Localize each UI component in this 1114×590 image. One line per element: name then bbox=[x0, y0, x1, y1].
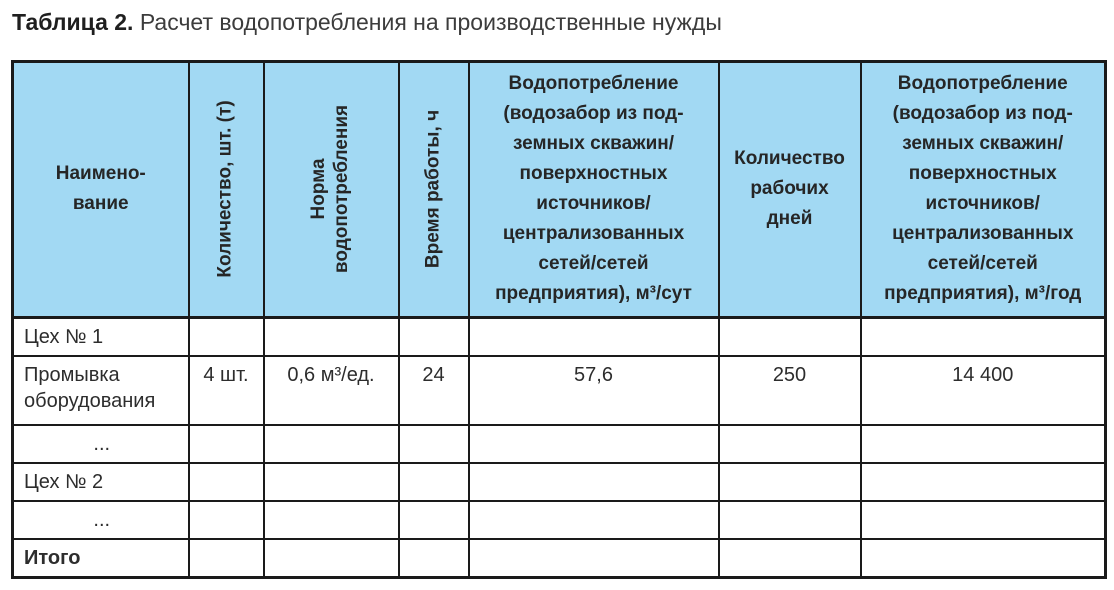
cell-shop2-name: Цех № 2 bbox=[11, 462, 190, 503]
water-consumption-table: Наимено- вание Количество, шт. (т) Норма… bbox=[11, 59, 1107, 579]
cell-dots2-days bbox=[717, 500, 862, 541]
table-caption-text: Расчет водопотребления на производственн… bbox=[139, 9, 722, 35]
cell-dots2-quantity bbox=[187, 500, 265, 541]
header-consumption-daily-label: Водопотребление (водозабор из под- земны… bbox=[495, 73, 692, 305]
header-consumption-norm-label: Норма водопотребления bbox=[308, 105, 352, 274]
header-cell-working-time: Время работы, ч bbox=[397, 60, 470, 319]
cell-wash-yearly: 14 400 bbox=[859, 355, 1107, 427]
cell-wash-norm: 0,6 м³/ед. bbox=[262, 355, 400, 427]
cell-dots2-norm bbox=[262, 500, 400, 541]
cell-total-daily bbox=[467, 538, 720, 579]
cell-dots2-yearly bbox=[859, 500, 1107, 541]
cell-dots2-name: ... bbox=[11, 500, 190, 541]
cell-total-time bbox=[397, 538, 470, 579]
cell-shop1-norm bbox=[262, 316, 400, 358]
cell-wash-name: Промывка оборудования bbox=[11, 355, 190, 427]
cell-dots1-time bbox=[397, 424, 470, 465]
header-consumption-yearly-label: Водопотребление (водозабор из под- земны… bbox=[884, 73, 1082, 305]
cell-shop1-days bbox=[717, 316, 862, 358]
cell-wash-days: 250 bbox=[717, 355, 862, 427]
header-cell-quantity: Количество, шт. (т) bbox=[187, 60, 265, 319]
cell-dots1-norm bbox=[262, 424, 400, 465]
cell-dots1-daily bbox=[467, 424, 720, 465]
cell-dots1-days bbox=[717, 424, 862, 465]
cell-shop2-days bbox=[717, 462, 862, 503]
table-row-equipment-washing: Промывка оборудования 4 шт. 0,6 м³/ед. 2… bbox=[11, 355, 1107, 427]
cell-wash-daily: 57,6 bbox=[467, 355, 720, 427]
cell-shop2-quantity bbox=[187, 462, 265, 503]
table-caption-label: Таблица 2. bbox=[12, 9, 134, 35]
table-row-ellipsis-1: ... bbox=[11, 424, 1107, 465]
table-row-shop1: Цех № 1 bbox=[11, 316, 1107, 358]
cell-shop2-norm bbox=[262, 462, 400, 503]
cell-wash-quantity: 4 шт. bbox=[187, 355, 265, 427]
header-cell-name: Наимено- вание bbox=[11, 60, 190, 319]
cell-shop2-yearly bbox=[859, 462, 1107, 503]
header-working-days-label: Количество рабочих дней bbox=[734, 148, 845, 230]
cell-shop1-time bbox=[397, 316, 470, 358]
cell-total-norm bbox=[262, 538, 400, 579]
header-cell-working-days: Количество рабочих дней bbox=[717, 60, 862, 319]
cell-dots2-time bbox=[397, 500, 470, 541]
cell-shop1-yearly bbox=[859, 316, 1107, 358]
cell-shop1-daily bbox=[467, 316, 720, 358]
header-row: Наимено- вание Количество, шт. (т) Норма… bbox=[11, 60, 1107, 319]
table-row-ellipsis-2: ... bbox=[11, 500, 1107, 541]
header-cell-consumption-daily: Водопотребление (водозабор из под- земны… bbox=[467, 60, 720, 319]
cell-shop2-time bbox=[397, 462, 470, 503]
cell-dots1-yearly bbox=[859, 424, 1107, 465]
cell-wash-time: 24 bbox=[397, 355, 470, 427]
cell-total-quantity bbox=[187, 538, 265, 579]
table-caption: Таблица 2. Расчет водопотребления на про… bbox=[12, 8, 1114, 38]
page: Таблица 2. Расчет водопотребления на про… bbox=[0, 8, 1114, 590]
cell-total-days bbox=[717, 538, 862, 579]
cell-dots2-daily bbox=[467, 500, 720, 541]
header-quantity-label: Количество, шт. (т) bbox=[214, 100, 236, 279]
header-name-label: Наимено- вание bbox=[55, 163, 146, 215]
cell-total-name: Итого bbox=[11, 538, 190, 579]
table-row-total: Итого bbox=[11, 538, 1107, 579]
cell-shop1-name: Цех № 1 bbox=[11, 316, 190, 358]
header-cell-consumption-yearly: Водопотребление (водозабор из под- земны… bbox=[859, 60, 1107, 319]
header-working-time-label: Время работы, ч bbox=[422, 110, 444, 269]
header-cell-consumption-norm: Норма водопотребления bbox=[262, 60, 400, 319]
cell-total-yearly bbox=[859, 538, 1107, 579]
cell-shop1-quantity bbox=[187, 316, 265, 358]
cell-shop2-daily bbox=[467, 462, 720, 503]
cell-dots1-name: ... bbox=[11, 424, 190, 465]
cell-dots1-quantity bbox=[187, 424, 265, 465]
table-row-shop2: Цех № 2 bbox=[11, 462, 1107, 503]
